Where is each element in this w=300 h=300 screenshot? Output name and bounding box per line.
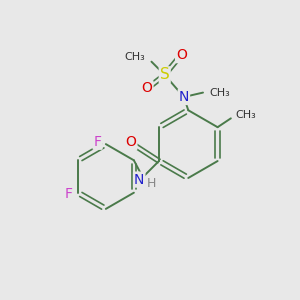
Text: CH₃: CH₃ (235, 110, 256, 120)
Text: CH₃: CH₃ (125, 52, 146, 62)
Text: F: F (94, 135, 102, 149)
Text: O: O (142, 81, 152, 95)
Text: N: N (179, 90, 189, 104)
Text: S: S (160, 68, 169, 82)
Text: O: O (125, 135, 136, 149)
Text: H: H (146, 177, 156, 190)
Text: F: F (64, 187, 72, 201)
Text: CH₃: CH₃ (209, 88, 230, 98)
Text: N: N (134, 172, 144, 187)
Text: O: O (176, 48, 187, 62)
